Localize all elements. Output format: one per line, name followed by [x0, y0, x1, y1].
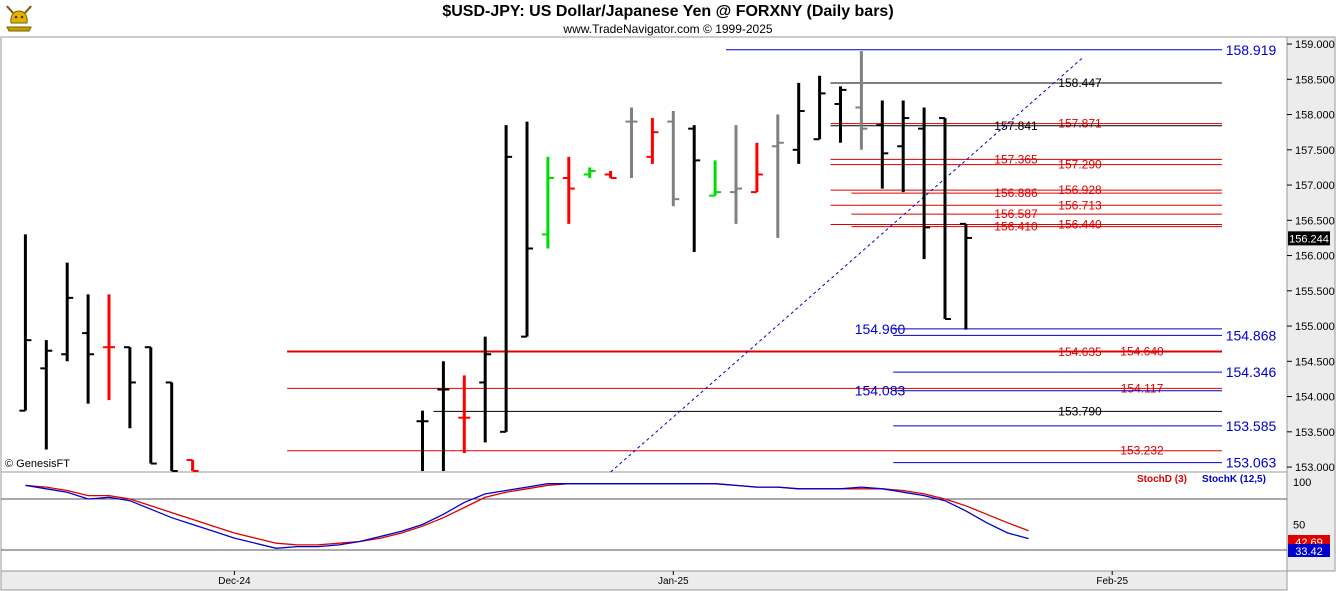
y-tick-label: 153.000 — [1295, 462, 1335, 474]
level-label: 156.440 — [1058, 218, 1102, 232]
level-label: 158.919 — [1226, 42, 1277, 58]
legend-stoch-d: StochD (3) — [1137, 474, 1187, 485]
level-label: 153.232 — [1120, 444, 1164, 458]
x-tick-label: Jan-25 — [658, 576, 689, 587]
stoch-tick-label: 50 — [1293, 520, 1305, 532]
level-label: 158.447 — [1058, 76, 1102, 90]
stoch-panel — [0, 471, 1288, 572]
level-label: 156.886 — [994, 186, 1038, 200]
x-axis-area — [0, 570, 1288, 591]
level-label: 156.410 — [994, 220, 1038, 234]
level-label: 156.713 — [1058, 198, 1102, 212]
y-tick-label: 153.500 — [1295, 427, 1335, 439]
stoch-line-k — [25, 483, 1029, 549]
price-panel — [0, 36, 1288, 473]
level-label: 153.063 — [1226, 455, 1277, 471]
level-label: 154.960 — [855, 321, 906, 337]
y-tick-label: 155.000 — [1295, 321, 1335, 333]
level-label: 157.290 — [1058, 158, 1102, 172]
y-tick-label: 157.500 — [1295, 145, 1335, 157]
chart-subtitle: www.TradeNavigator.com © 1999-2025 — [563, 22, 773, 36]
stoch-line-d — [25, 483, 1029, 546]
y-tick-label: 155.500 — [1295, 286, 1335, 298]
x-tick-label: Dec-24 — [218, 576, 251, 587]
last-price-label: 156.244 — [1289, 233, 1329, 245]
level-label: 156.587 — [994, 207, 1038, 221]
last-price-tag — [1288, 231, 1330, 246]
y-tick-label: 156.500 — [1295, 215, 1335, 227]
y-tick-label: 154.500 — [1295, 356, 1335, 368]
level-label: 157.871 — [1058, 117, 1102, 131]
level-label: 153.585 — [1226, 418, 1277, 434]
legend-stoch-k: StochK (12,5) — [1202, 474, 1266, 485]
level-label: 154.346 — [1226, 364, 1277, 380]
y-tick-label: 159.000 — [1295, 39, 1335, 51]
y-tick-label: 156.000 — [1295, 251, 1335, 263]
level-label: 154.635 — [1058, 345, 1102, 359]
y-tick-label: 158.000 — [1295, 110, 1335, 122]
x-tick-label: Feb-25 — [1096, 576, 1128, 587]
stoch-value-tag — [1288, 544, 1330, 557]
level-label: 154.117 — [1121, 381, 1164, 395]
stoch-value-label: 33.42 — [1295, 546, 1323, 558]
watermark: © GenesisFT — [5, 458, 70, 470]
level-label: 154.868 — [1226, 327, 1277, 343]
gold-bull-icon — [6, 5, 32, 32]
chart-title: $USD-JPY: US Dollar/Japanese Yen @ FORXN… — [442, 3, 894, 20]
y-tick-label: 157.000 — [1295, 180, 1335, 192]
level-label: 153.790 — [1058, 404, 1102, 418]
y-tick-label: 158.500 — [1295, 74, 1335, 86]
level-label: 157.841 — [994, 119, 1038, 133]
level-label: 157.365 — [994, 152, 1038, 166]
level-label: 154.083 — [855, 383, 906, 399]
y-axis-area — [1286, 36, 1336, 572]
level-label: 156.928 — [1058, 183, 1102, 197]
stoch-tick-label: 100 — [1293, 477, 1311, 489]
y-tick-label: 154.000 — [1295, 392, 1335, 404]
trendline — [610, 57, 1083, 473]
